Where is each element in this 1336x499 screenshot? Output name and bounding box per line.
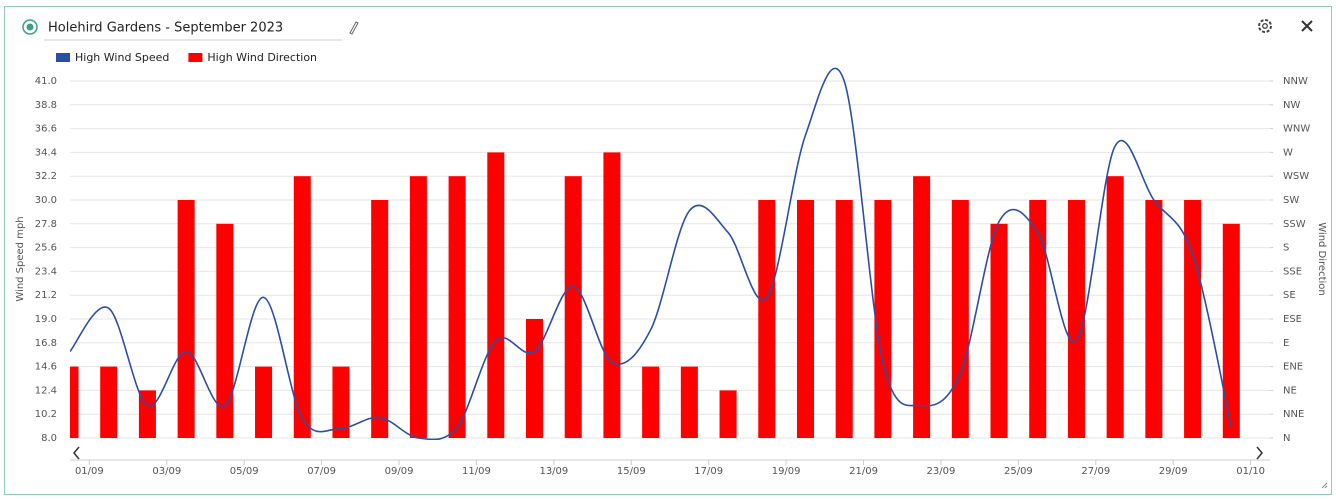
bar [990, 223, 1008, 438]
y-tick-label: 19.0 [35, 314, 57, 325]
x-tick-label: 19/09 [772, 466, 801, 477]
bar [138, 390, 156, 438]
bar [526, 319, 544, 438]
x-tick-label: 05/09 [230, 466, 259, 477]
bar [758, 200, 776, 438]
y2-tick-label: SE [1283, 290, 1296, 301]
x-tick-label: 21/09 [849, 466, 878, 477]
legend-label: High Wind Speed [75, 51, 169, 64]
plot-area [70, 67, 1240, 440]
y-tick-label: 34.4 [35, 147, 57, 158]
y-tick-label: 36.6 [35, 124, 57, 135]
bar [913, 176, 931, 438]
y-tick-label: 23.4 [35, 266, 57, 277]
y2-tick-label: SSW [1283, 219, 1306, 230]
scroll-left[interactable] [73, 446, 80, 460]
y-tick-label: 10.2 [35, 409, 57, 420]
x-tick-label: 27/09 [1081, 466, 1110, 477]
y2-tick-label: E [1283, 338, 1289, 349]
y2-tick-label: ESE [1283, 314, 1302, 325]
y-tick-label: 38.8 [35, 100, 57, 111]
bar [177, 200, 195, 438]
edit-icon[interactable] [349, 21, 359, 35]
bar [1106, 176, 1124, 438]
bar [1184, 200, 1202, 438]
x-tick-label: 01/10 [1236, 466, 1265, 477]
y-tick-label: 12.4 [35, 385, 57, 396]
bar [1029, 200, 1047, 438]
y2-tick-label: WNW [1283, 124, 1310, 135]
line [70, 67, 1233, 440]
radio-dot [26, 23, 34, 31]
bar [680, 366, 698, 438]
x-tick-label: 25/09 [1004, 466, 1033, 477]
y2-tick-label: NW [1283, 100, 1300, 111]
legend: High Wind Speed High Wind Direction [56, 51, 317, 64]
y2-tick-label: NNW [1283, 76, 1308, 87]
bar [796, 200, 814, 438]
legend-label: High Wind Direction [207, 51, 317, 64]
x-tick-label: 15/09 [617, 466, 646, 477]
x-tick-label: 17/09 [694, 466, 723, 477]
bar [1222, 223, 1240, 438]
bar [1067, 200, 1085, 438]
bar [409, 176, 427, 438]
bar [1145, 200, 1163, 438]
y-tick-label: 16.8 [35, 338, 57, 349]
x-tick-label: 11/09 [462, 466, 491, 477]
bar [642, 366, 660, 438]
y-tick-label: 41.0 [35, 76, 57, 87]
bar [564, 176, 582, 438]
y2-tick-label: SW [1283, 195, 1299, 206]
bar [332, 366, 350, 438]
widget-frame [4, 6, 1332, 495]
x-tick-label: 23/09 [927, 466, 956, 477]
y2-tick-label: NE [1283, 385, 1297, 396]
y-tick-label: 27.8 [35, 219, 57, 230]
legend-swatch [56, 53, 70, 62]
y-tick-label: 25.6 [35, 243, 57, 254]
x-tick-label: 13/09 [539, 466, 568, 477]
resize-handle [1321, 482, 1328, 489]
y2-tick-label: W [1283, 147, 1293, 158]
bar [719, 390, 737, 438]
y-tick-label: 30.0 [35, 195, 57, 206]
settings-icon[interactable] [1258, 19, 1272, 33]
x-tick-label: 29/09 [1159, 466, 1188, 477]
y-tick-label: 32.2 [35, 171, 57, 182]
x-tick-label: 01/09 [75, 466, 104, 477]
y-tick-label: 21.2 [35, 290, 57, 301]
chart-title: Holehird Gardens - September 2023 [48, 21, 283, 36]
bar [255, 366, 273, 438]
legend-swatch [188, 53, 203, 62]
y2-tick-label: WSW [1283, 171, 1309, 182]
y2-tick-label: ENE [1283, 362, 1303, 373]
y2-axis-title: Wind Direction [1316, 222, 1327, 296]
scroll-right[interactable] [1256, 446, 1263, 460]
bar [100, 366, 118, 438]
bar [70, 366, 79, 438]
bar [951, 200, 969, 438]
y2-tick-label: N [1283, 433, 1290, 444]
y2-tick-label: NNE [1283, 409, 1304, 420]
bar [835, 200, 853, 438]
x-tick-label: 07/09 [307, 466, 336, 477]
bar [216, 223, 234, 438]
bar [487, 152, 505, 438]
y2-tick-label: SSE [1283, 266, 1302, 277]
bar [448, 176, 466, 438]
x-tick-label: 09/09 [385, 466, 414, 477]
bar [293, 176, 311, 438]
y-axis-title: Wind Speed mph [15, 216, 26, 301]
x-tick-label: 03/09 [152, 466, 181, 477]
y-tick-label: 8.0 [41, 433, 57, 444]
bar [874, 200, 892, 438]
y-tick-label: 14.6 [35, 362, 57, 373]
bar [371, 200, 389, 438]
bar [603, 152, 621, 438]
close-icon[interactable] [1301, 20, 1313, 32]
y2-tick-label: S [1283, 243, 1289, 254]
